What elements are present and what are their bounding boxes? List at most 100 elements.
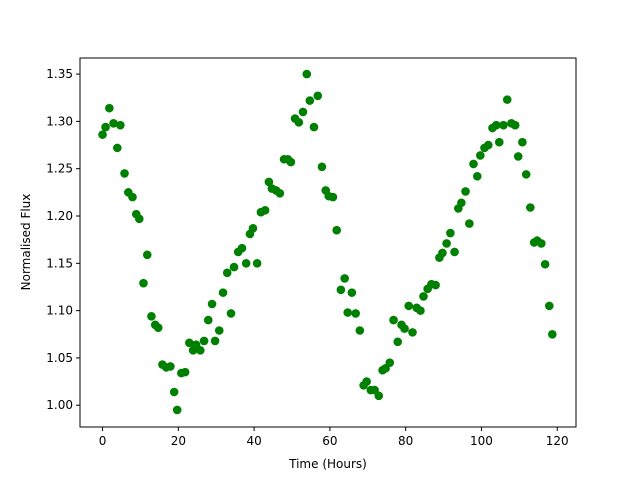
y-tick-label: 1.30 [46,114,73,128]
point [340,274,349,283]
point [116,120,125,130]
point [252,259,262,268]
point [275,189,285,198]
point [286,157,296,167]
point [389,315,398,325]
point [513,152,523,161]
x-tick-label: 60 [322,434,337,448]
point [302,69,312,79]
point [385,358,395,367]
point [518,137,527,147]
point [408,328,417,337]
point [241,259,251,268]
point [450,247,459,257]
point [260,206,270,215]
plot-frame [79,57,577,428]
point [294,118,304,127]
y-tick-label: 1.20 [46,209,73,223]
point [142,250,152,260]
point [139,278,148,288]
y-tick-label: 1.25 [46,162,73,176]
point [491,120,501,130]
point [419,292,428,301]
point [172,405,182,415]
point [499,120,508,130]
point [218,288,228,297]
point [98,130,107,139]
point [393,337,403,347]
point [465,219,474,228]
point [544,301,554,311]
point [442,239,451,248]
point [343,308,353,317]
point [237,243,247,253]
point [210,336,220,346]
point [362,377,371,386]
x-tick-label: 100 [470,434,493,448]
point [526,203,535,212]
point [203,315,213,325]
point [309,122,319,132]
point [332,225,342,235]
point [305,96,315,105]
point [521,170,531,179]
point [469,159,478,169]
point [483,140,493,150]
point [101,122,110,132]
point [548,329,557,339]
y-tick-label: 1.10 [46,304,73,318]
point [229,262,239,272]
point [248,224,258,233]
point [347,288,357,297]
x-tick-label: 40 [246,434,261,448]
y-tick-label: 1.35 [46,67,73,81]
point [416,306,425,315]
y-tick-label: 1.05 [46,351,73,365]
point [494,137,504,147]
point [169,387,179,397]
point [214,326,224,335]
point [298,107,308,117]
point [431,280,440,290]
point [502,95,512,104]
point [128,192,137,202]
point [317,162,327,172]
point [446,228,455,238]
point [351,309,360,318]
point [400,324,409,333]
point [355,326,365,335]
point [207,299,217,309]
x-tick-label: 120 [546,434,569,448]
point [374,391,384,401]
point [264,177,274,187]
point [185,338,194,348]
x-tick-label: 20 [171,434,186,448]
point [147,312,156,321]
point [120,169,129,178]
point [336,285,346,295]
point [226,309,236,318]
point [404,301,414,311]
point [113,143,122,153]
point [537,239,546,248]
y-axis-label: Normalised Flux [19,194,33,291]
y-tick-label: 1.15 [46,256,73,270]
point [135,214,144,224]
point [166,362,175,371]
x-tick-label: 0 [99,434,107,448]
point [457,198,466,208]
point [461,187,470,196]
point [540,259,550,269]
point [105,103,114,113]
point [328,192,338,202]
point [196,346,205,355]
point [438,248,447,258]
point [109,118,118,128]
x-axis-label: Time (Hours) [288,457,367,471]
point [153,323,163,332]
x-tick-label: 80 [398,434,413,448]
y-tick-label: 1.00 [46,398,73,412]
point [199,336,209,346]
